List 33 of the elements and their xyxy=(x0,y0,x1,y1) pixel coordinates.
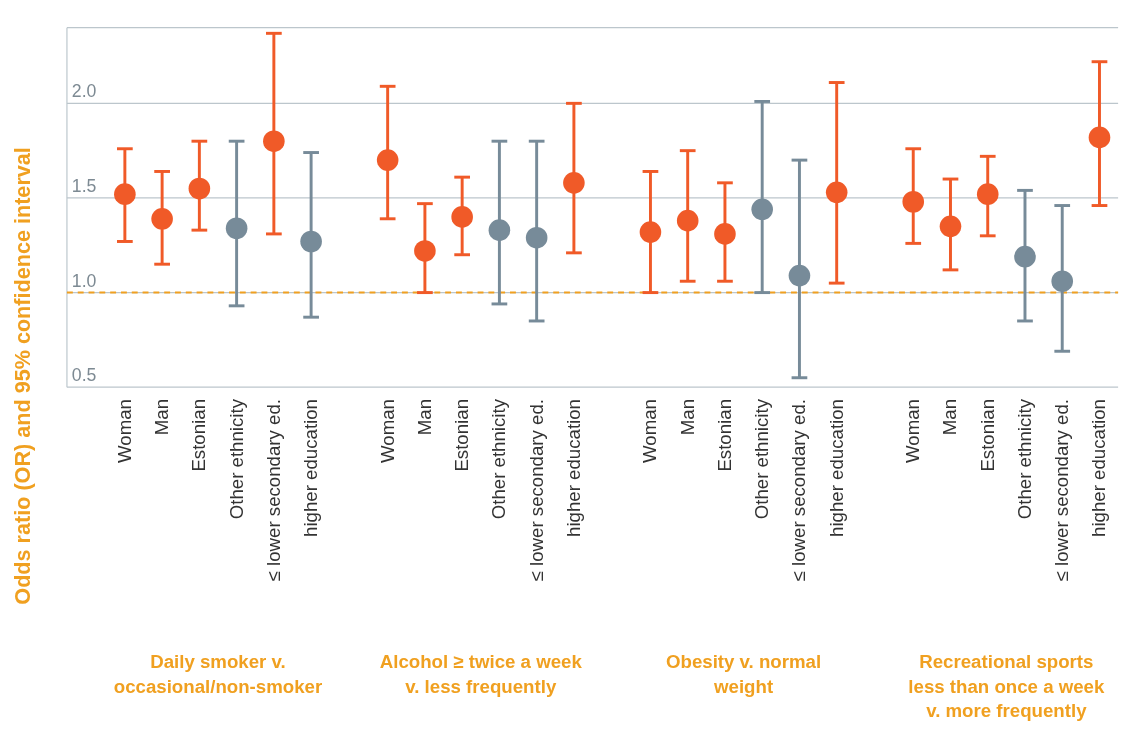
text: Daily smoker v. occasional/non-smoker xyxy=(113,651,323,697)
text: Recreational sports less than once a week v. more frequently xyxy=(908,651,1105,722)
y-tick-label: 0.5 xyxy=(71,365,97,386)
text: Alcohol ≥ twice a week v. less frequently xyxy=(379,651,583,697)
x-tick-label: ≤ lower secondary ed. xyxy=(788,398,810,582)
x-tick-label: higher education xyxy=(300,398,321,537)
x-tick-label: higher education xyxy=(825,398,847,537)
text: Obesity v. normal weight xyxy=(665,651,822,697)
y-tick-label: 1.0 xyxy=(71,270,97,291)
x-tick-label: Estonian xyxy=(451,398,473,472)
x-tick-label: Man xyxy=(676,398,698,436)
x-tick-label: Estonian xyxy=(188,398,210,472)
x-tick-label: Man xyxy=(151,398,173,436)
x-tick-label: ≤ lower secondary ed. xyxy=(525,398,547,582)
x-tick-label: Estonian xyxy=(713,398,735,472)
x-tick-label: Woman xyxy=(376,398,398,463)
x-tick-label: Man xyxy=(939,398,961,436)
x-tick-label: Woman xyxy=(639,398,661,463)
y-tick-label: 2.0 xyxy=(71,81,97,102)
y-tick-label: 1.5 xyxy=(71,176,97,197)
x-tick-label: higher education xyxy=(1088,398,1110,537)
x-tick-label: ≤ lower secondary ed. xyxy=(262,398,284,582)
x-tick-label: Other ethnicity xyxy=(1013,398,1035,520)
x-tick-label: Estonian xyxy=(976,398,998,472)
x-tick-label: Other ethnicity xyxy=(225,398,247,520)
x-tick-label: Woman xyxy=(902,398,924,463)
y-axis-title: Odds ratio (OR) and 95% confidence interval xyxy=(9,147,35,605)
x-tick-label: higher education xyxy=(562,398,584,537)
x-tick-label: ≤ lower secondary ed. xyxy=(1051,398,1073,582)
x-tick-label: Woman xyxy=(113,398,135,463)
x-tick-label: Other ethnicity xyxy=(751,398,773,520)
x-tick-label: Other ethnicity xyxy=(488,398,510,520)
x-tick-label: Man xyxy=(413,398,435,436)
